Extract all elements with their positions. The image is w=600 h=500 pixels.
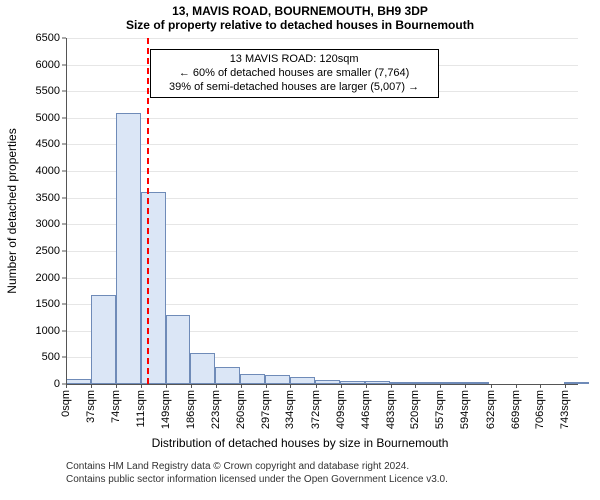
callout-line1: 13 MAVIS ROAD: 120sqm	[157, 52, 432, 66]
y-tick-label: 5500	[36, 85, 66, 97]
histogram-bar	[141, 192, 166, 384]
y-tick-label: 6000	[36, 59, 66, 71]
histogram-bar	[91, 295, 116, 384]
gridline	[66, 38, 578, 39]
y-tick-label: 3500	[36, 192, 66, 204]
histogram-bar	[190, 353, 215, 384]
x-tick-label: 149sqm	[160, 390, 172, 429]
x-tick-label: 483sqm	[385, 390, 397, 429]
x-tick-label: 669sqm	[510, 390, 522, 429]
y-axis-label: Number of detached properties	[5, 128, 19, 293]
y-tick-label: 0	[54, 378, 66, 390]
gridline	[66, 118, 578, 119]
x-tick-label: 372sqm	[310, 390, 322, 429]
x-tick-label: 743sqm	[559, 390, 571, 429]
x-tick-label: 111sqm	[135, 390, 147, 428]
histogram-bar	[240, 374, 265, 384]
y-tick-label: 1000	[36, 325, 66, 337]
y-axis-line	[66, 38, 67, 384]
x-tick-label: 0sqm	[60, 390, 72, 417]
x-tick-label: 37sqm	[85, 390, 97, 423]
x-tick-label: 297sqm	[260, 390, 272, 429]
gridline	[66, 144, 578, 145]
x-tick-label: 74sqm	[110, 390, 122, 423]
x-tick-label: 334sqm	[284, 390, 296, 429]
callout-line3: 39% of semi-detached houses are larger (…	[157, 80, 432, 94]
histogram-chart: 0 500 1000 1500 2000 2500 3000 3500 4000 4500 5000…	[0, 0, 600, 460]
x-tick-label: 706sqm	[534, 390, 546, 429]
x-tick-label: 557sqm	[434, 390, 446, 429]
x-tick-label: 594sqm	[459, 390, 471, 429]
y-tick-label: 4500	[36, 138, 66, 150]
x-tick-label: 632sqm	[485, 390, 497, 429]
y-tick-label: 1500	[36, 298, 66, 310]
x-tick-label: 446sqm	[360, 390, 372, 429]
x-tick-label: 520sqm	[409, 390, 421, 429]
histogram-bar	[116, 113, 141, 384]
x-axis-label: Distribution of detached houses by size …	[0, 436, 600, 450]
histogram-bar	[290, 377, 315, 384]
footer-line-2: Contains public sector information licen…	[66, 473, 448, 486]
footer-line-1: Contains HM Land Registry data © Crown c…	[66, 460, 448, 473]
y-tick-label: 4000	[36, 165, 66, 177]
footer-attribution: Contains HM Land Registry data © Crown c…	[66, 460, 448, 486]
y-tick-label: 2000	[36, 272, 66, 284]
histogram-bar	[215, 367, 240, 384]
callout-line2: ← 60% of detached houses are smaller (7,…	[157, 66, 432, 80]
y-tick-label: 3000	[36, 218, 66, 230]
x-tick-label: 260sqm	[235, 390, 247, 429]
callout-box: 13 MAVIS ROAD: 120sqm← 60% of detached h…	[150, 49, 439, 98]
y-tick-label: 500	[42, 351, 66, 363]
x-tick-label: 223sqm	[210, 390, 222, 429]
property-marker-line	[147, 38, 149, 384]
x-tick-label: 409sqm	[335, 390, 347, 429]
gridline	[66, 171, 578, 172]
histogram-bar	[265, 375, 290, 384]
y-tick-label: 2500	[36, 245, 66, 257]
x-axis-line	[66, 384, 578, 385]
x-tick-label: 186sqm	[185, 390, 197, 429]
histogram-bar	[166, 315, 191, 384]
y-tick-label: 5000	[36, 112, 66, 124]
plot-area: 0500100015002000250030003500400045005000…	[66, 38, 578, 384]
y-tick-label: 6500	[36, 32, 66, 44]
